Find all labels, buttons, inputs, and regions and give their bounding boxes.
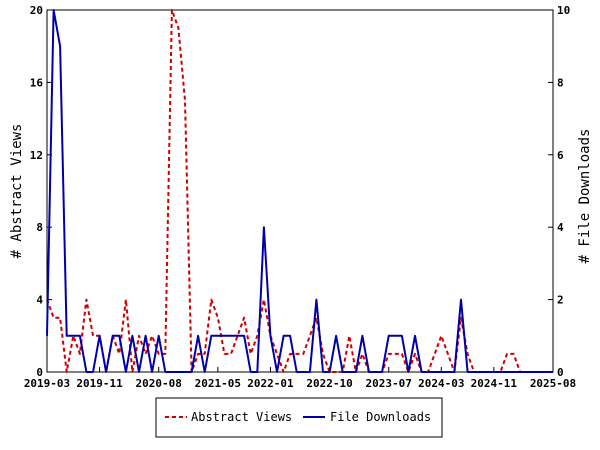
legend-box [155, 397, 443, 438]
x-tick-label: 2021-05 [195, 377, 241, 390]
y-axis-title-left: # Abstract Views [9, 124, 25, 259]
left-tick-label: 20 [30, 4, 43, 17]
series-layer [46, 9, 553, 373]
x-tick-label: 2025-08 [530, 377, 576, 390]
plot-area [46, 9, 554, 373]
x-tick-label: 2019-03 [24, 377, 70, 390]
left-tick-label: 12 [30, 149, 43, 162]
right-tick-label: 10 [557, 4, 570, 17]
y-axis-title-right: # File Downloads [577, 129, 593, 264]
legend-label-abstract-views: Abstract Views [191, 410, 292, 424]
right-tick-label: 8 [557, 76, 564, 89]
legend-label-file-downloads: File Downloads [330, 410, 431, 424]
x-tick-label: 2022-01 [247, 377, 294, 390]
right-tick-label: 2 [557, 294, 564, 307]
right-tick-label: 6 [557, 149, 564, 162]
right-tick-label: 4 [557, 221, 564, 234]
x-tick-label: 2024-11 [471, 377, 518, 390]
left-tick-label: 16 [30, 76, 44, 89]
x-tick-label: 2023-07 [366, 377, 412, 390]
legend: Abstract Views File Downloads [155, 397, 443, 438]
x-tick-label: 2020-08 [136, 377, 182, 390]
series-line-abstract-views [46, 9, 553, 373]
left-tick-label: 0 [36, 366, 43, 379]
left-tick-label: 8 [36, 221, 43, 234]
left-tick-label: 4 [36, 294, 43, 307]
x-tick-label: 2019-11 [76, 377, 123, 390]
series-line-file-downloads [46, 9, 553, 373]
right-tick-label: 0 [557, 366, 564, 379]
x-tick-label: 2024-03 [418, 377, 464, 390]
x-axis: 2019-03 2019-11 2020-08 2021-05 2022-01 2022-… [24, 367, 576, 390]
left-axis: 0 4 8 12 16 20 [30, 4, 52, 379]
x-tick-label: 2022-10 [306, 377, 352, 390]
